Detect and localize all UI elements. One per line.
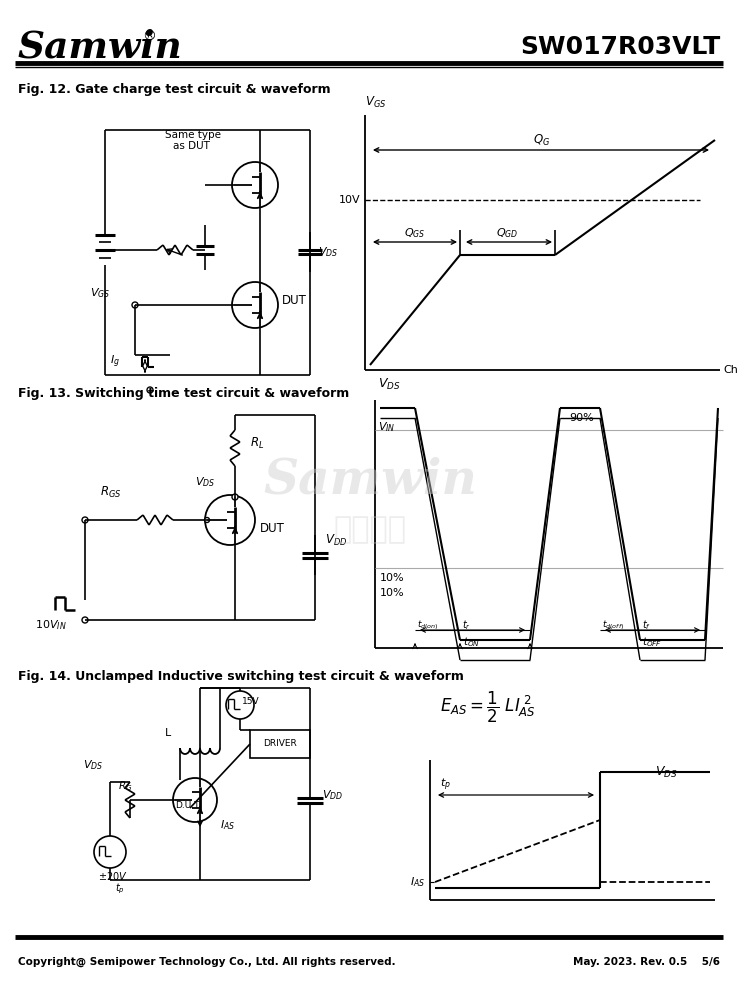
Text: Fig. 13. Switching time test circuit & waveform: Fig. 13. Switching time test circuit & w… bbox=[18, 387, 349, 400]
Text: Fig. 12. Gate charge test circuit & waveform: Fig. 12. Gate charge test circuit & wave… bbox=[18, 83, 331, 96]
Text: $E_{AS} = \dfrac{1}{2}\ L I_{AS}^{\ 2}$: $E_{AS} = \dfrac{1}{2}\ L I_{AS}^{\ 2}$ bbox=[440, 690, 536, 725]
Text: $V_{DS}$: $V_{DS}$ bbox=[83, 758, 103, 772]
Circle shape bbox=[82, 617, 88, 623]
Text: $t_p$: $t_p$ bbox=[440, 777, 451, 793]
Text: $V_{DS}$: $V_{DS}$ bbox=[195, 475, 215, 489]
Text: $R_G$: $R_G$ bbox=[118, 779, 133, 793]
Text: 10%: 10% bbox=[380, 573, 404, 583]
Text: $t_{OFF}$: $t_{OFF}$ bbox=[642, 635, 662, 649]
Text: $10V_{IN}$: $10V_{IN}$ bbox=[35, 618, 66, 632]
Text: 90%: 90% bbox=[569, 413, 594, 423]
Text: $Q_{GD}$: $Q_{GD}$ bbox=[496, 226, 518, 240]
Text: $V_{GS}$: $V_{GS}$ bbox=[365, 95, 387, 110]
Text: $V_{DS}$: $V_{DS}$ bbox=[655, 765, 677, 780]
Text: $V_{DD}$: $V_{DD}$ bbox=[322, 788, 343, 802]
Text: ®: ® bbox=[142, 30, 156, 44]
Text: Samwin: Samwin bbox=[263, 456, 477, 504]
Text: $V_{GS}$: $V_{GS}$ bbox=[90, 286, 110, 300]
Text: DUT: DUT bbox=[282, 294, 307, 306]
Text: Same type: Same type bbox=[165, 130, 221, 140]
Text: as DUT: as DUT bbox=[173, 141, 210, 151]
Text: $V_{DS}$: $V_{DS}$ bbox=[378, 377, 401, 392]
Circle shape bbox=[132, 302, 138, 308]
Text: $t_{d(on)}$: $t_{d(on)}$ bbox=[417, 618, 439, 632]
Text: Fig. 14. Unclamped Inductive switching test circuit & waveform: Fig. 14. Unclamped Inductive switching t… bbox=[18, 670, 464, 683]
Text: $t_r$: $t_r$ bbox=[462, 618, 471, 632]
Text: SW017R03VLT: SW017R03VLT bbox=[520, 35, 720, 59]
Text: $V_{DS}$: $V_{DS}$ bbox=[318, 245, 338, 259]
Text: $I_g$: $I_g$ bbox=[110, 354, 120, 370]
Text: May. 2023. Rev. 0.5    5/6: May. 2023. Rev. 0.5 5/6 bbox=[573, 957, 720, 967]
Text: $I_{AS}$: $I_{AS}$ bbox=[220, 818, 235, 832]
Text: $t_p$: $t_p$ bbox=[115, 882, 125, 896]
Text: $V_{DD}$: $V_{DD}$ bbox=[325, 532, 348, 548]
Text: $R_L$: $R_L$ bbox=[250, 435, 264, 451]
Text: 15V: 15V bbox=[242, 698, 260, 706]
Text: L: L bbox=[165, 728, 171, 738]
Circle shape bbox=[204, 518, 210, 522]
Circle shape bbox=[82, 517, 88, 523]
Text: $R_{GS}$: $R_{GS}$ bbox=[100, 484, 122, 500]
Text: DUT: DUT bbox=[260, 522, 285, 534]
Text: Charge(nC): Charge(nC) bbox=[723, 365, 738, 375]
Text: DRIVER: DRIVER bbox=[263, 740, 297, 748]
Text: Samwin: Samwin bbox=[18, 28, 183, 66]
Text: $Q_{GS}$: $Q_{GS}$ bbox=[404, 226, 426, 240]
Bar bbox=[250, 730, 310, 758]
Text: $t_{ON}$: $t_{ON}$ bbox=[463, 635, 480, 649]
Text: 10%: 10% bbox=[380, 588, 404, 598]
Text: D.U.T: D.U.T bbox=[175, 800, 199, 810]
Circle shape bbox=[232, 494, 238, 500]
Text: Copyright@ Semipower Technology Co., Ltd. All rights reserved.: Copyright@ Semipower Technology Co., Ltd… bbox=[18, 957, 396, 967]
Circle shape bbox=[147, 387, 153, 393]
Text: $\pm 20V$: $\pm 20V$ bbox=[98, 870, 128, 882]
Text: $V_{IN}$: $V_{IN}$ bbox=[378, 420, 396, 434]
Text: 参考资料: 参考资料 bbox=[334, 516, 407, 544]
Text: $t_{d(off)}$: $t_{d(off)}$ bbox=[602, 618, 624, 632]
Text: $t_f$: $t_f$ bbox=[642, 618, 651, 632]
Text: $Q_G$: $Q_G$ bbox=[534, 133, 551, 148]
Text: $I_{AS}$: $I_{AS}$ bbox=[410, 875, 425, 889]
Text: 10V: 10V bbox=[339, 195, 360, 205]
